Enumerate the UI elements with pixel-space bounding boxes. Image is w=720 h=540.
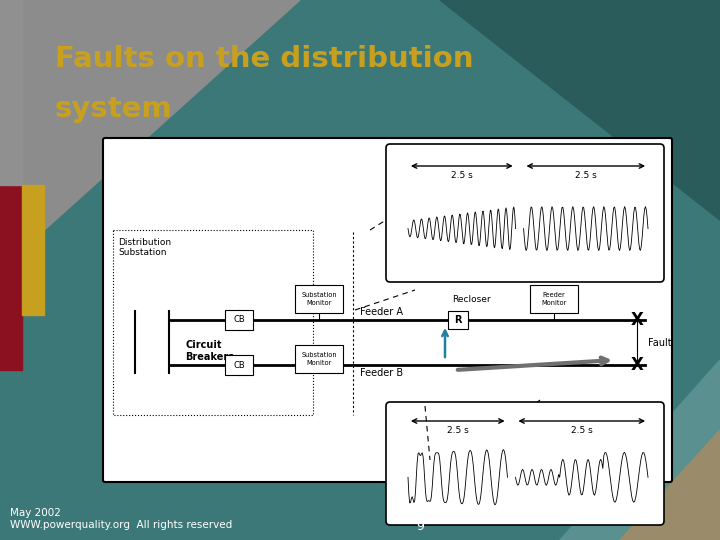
Text: Circuit
Breakers: Circuit Breakers: [185, 340, 234, 362]
Bar: [530, 285, 578, 313]
Text: 2.5 s: 2.5 s: [447, 426, 469, 435]
Text: Feeder A: Feeder A: [360, 307, 403, 317]
Text: X: X: [631, 356, 644, 374]
Text: WWW.powerquality.org  All rights reserved: WWW.powerquality.org All rights reserved: [10, 520, 233, 530]
Text: Substation
Monitor: Substation Monitor: [301, 292, 337, 306]
Bar: [448, 311, 468, 329]
Text: 2.5 s: 2.5 s: [575, 171, 597, 180]
Text: 9: 9: [416, 520, 424, 533]
Bar: [0, 0, 22, 185]
Text: Substation
Monitor: Substation Monitor: [301, 352, 337, 366]
Text: May 2002: May 2002: [10, 508, 61, 518]
FancyBboxPatch shape: [386, 402, 664, 525]
Text: CB: CB: [233, 361, 245, 369]
Text: 2.5 s: 2.5 s: [451, 171, 472, 180]
Bar: [113, 230, 313, 415]
Text: Feeder
Monitor: Feeder Monitor: [541, 292, 567, 306]
Text: Faults on the distribution: Faults on the distribution: [55, 45, 474, 73]
Text: Recloser: Recloser: [452, 295, 490, 304]
Bar: [0, 185, 22, 370]
Text: system: system: [55, 95, 173, 123]
Bar: [225, 310, 253, 330]
FancyBboxPatch shape: [386, 144, 664, 282]
Text: R: R: [454, 315, 462, 325]
Text: CB: CB: [233, 315, 245, 325]
Bar: [225, 355, 253, 375]
Bar: [295, 345, 343, 373]
FancyBboxPatch shape: [103, 138, 672, 482]
Text: Distribution
Substation: Distribution Substation: [118, 238, 171, 258]
Bar: [22, 185, 44, 315]
Polygon shape: [0, 0, 300, 270]
Polygon shape: [560, 360, 720, 540]
Bar: [295, 285, 343, 313]
Text: Fault: Fault: [648, 338, 672, 348]
Text: X: X: [631, 311, 644, 329]
Text: Feeder B: Feeder B: [360, 368, 403, 378]
Polygon shape: [440, 0, 720, 220]
Text: 2.5 s: 2.5 s: [571, 426, 593, 435]
Polygon shape: [620, 430, 720, 540]
